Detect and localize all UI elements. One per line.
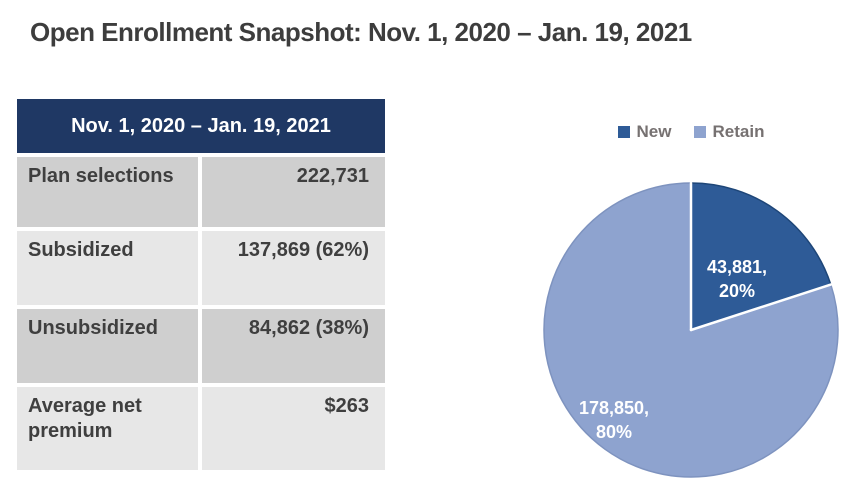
pie-slice-new — [690, 182, 832, 331]
enrollment-summary-table: Nov. 1, 2020 – Jan. 19, 2021 Plan select… — [17, 99, 385, 470]
pie-label-retain-line1: 178,850, — [579, 398, 649, 418]
pie-label-new-line2: 20% — [719, 281, 755, 301]
table-row: Plan selections 222,731 — [17, 157, 385, 227]
legend-swatch-retain-icon — [693, 126, 706, 138]
row-label: Average net premium — [17, 387, 198, 470]
row-label: Unsubsidized — [17, 309, 198, 383]
legend-label-new: New — [636, 122, 672, 141]
legend-item-retain: Retain — [693, 122, 765, 142]
pie-separator-line — [689, 283, 833, 332]
pie-chart: 43,881, 20% 178,850, 80% — [543, 181, 839, 478]
row-label: Plan selections — [17, 157, 198, 227]
page-title: Open Enrollment Snapshot: Nov. 1, 2020 –… — [30, 17, 692, 47]
row-label: Subsidized — [17, 231, 198, 305]
row-value: 84,862 (38%) — [202, 309, 385, 383]
table-row: Subsidized 137,869 (62%) — [17, 231, 385, 305]
legend-swatch-new-icon — [617, 126, 630, 138]
table-row: Average net premium $263 — [17, 387, 385, 470]
table-row: Unsubsidized 84,862 (38%) — [17, 309, 385, 383]
row-value: $263 — [202, 387, 385, 470]
pie-label-new-line1: 43,881, — [707, 257, 767, 277]
legend-label-retain: Retain — [712, 122, 765, 141]
row-value: 137,869 (62%) — [202, 231, 385, 305]
pie-label-retain-line2: 80% — [596, 422, 632, 442]
table-header: Nov. 1, 2020 – Jan. 19, 2021 — [17, 99, 385, 153]
row-value: 222,731 — [202, 157, 385, 227]
legend-item-new: New — [617, 122, 672, 142]
chart-legend: New Retain — [531, 121, 845, 143]
